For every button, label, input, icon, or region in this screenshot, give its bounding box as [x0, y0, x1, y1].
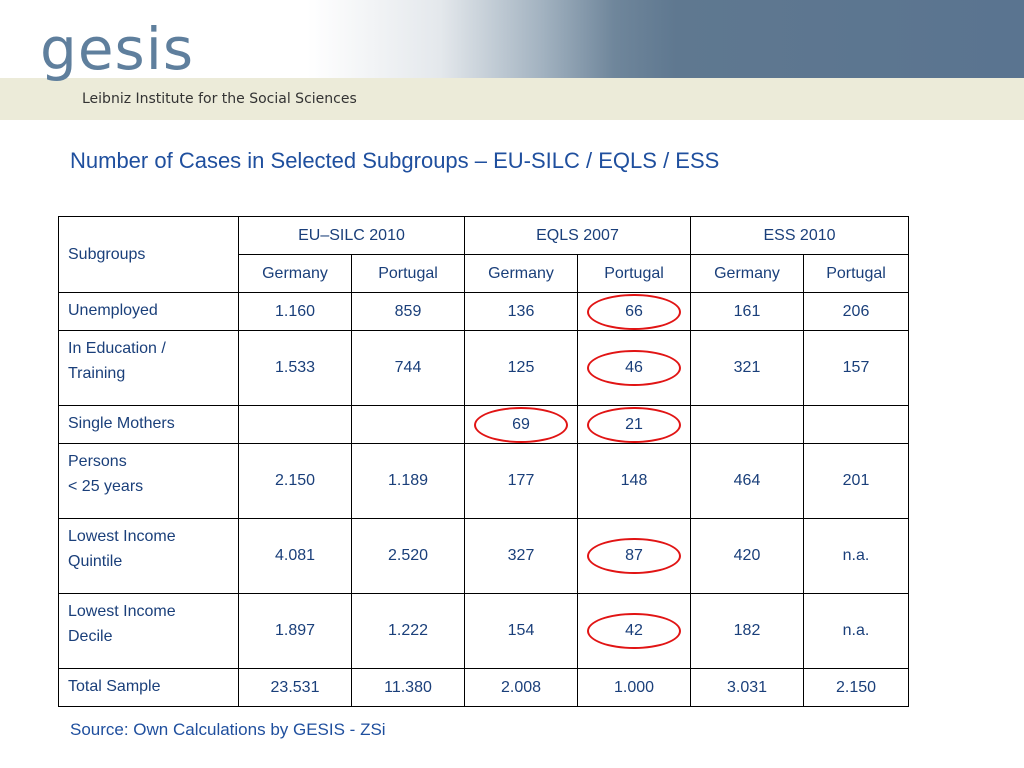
table-cell: 125	[464, 330, 578, 406]
row-label-line: Training	[68, 365, 126, 382]
country-header: Germany	[464, 254, 578, 293]
table-cell: 2.150	[238, 443, 352, 519]
row-label-line: < 25 years	[68, 478, 144, 495]
country-header: Portugal	[577, 254, 691, 293]
slide-header: gesis Leibniz Institute for the Social S…	[0, 0, 1024, 120]
table-cell: 1.897	[238, 593, 352, 669]
table-cell-circled: 42	[577, 593, 691, 669]
table-cell: 1.160	[238, 292, 352, 331]
row-label-line: Lowest Income	[68, 528, 176, 545]
table-cell: n.a.	[803, 518, 909, 594]
table-row: Unemployed 1.160 859 136 66 161 206	[58, 292, 909, 331]
table-cell: 1.533	[238, 330, 352, 406]
table-cell: 2.150	[803, 668, 909, 707]
country-header: Germany	[238, 254, 352, 293]
table-cell: 154	[464, 593, 578, 669]
row-label-line: Lowest Income	[68, 603, 176, 620]
table-cell: 1.189	[351, 443, 465, 519]
table-cell: 4.081	[238, 518, 352, 594]
table-cell: 11.380	[351, 668, 465, 707]
row-label-line: Quintile	[68, 553, 123, 570]
table-cell-circled: 66	[577, 292, 691, 331]
country-header: Portugal	[351, 254, 465, 293]
table-cell-circled: 46	[577, 330, 691, 406]
row-label: Single Mothers	[58, 405, 239, 444]
table-cell	[238, 405, 352, 444]
row-label: Persons < 25 years	[58, 443, 239, 519]
table-cell	[690, 405, 804, 444]
table-row: Persons < 25 years 2.150 1.189 177 148 4…	[58, 443, 909, 519]
survey-header: EU–SILC 2010	[238, 216, 465, 255]
country-header-row: Germany Portugal Germany Portugal German…	[59, 254, 909, 293]
table-cell: 2.520	[351, 518, 465, 594]
table-cell: 136	[464, 292, 578, 331]
table-cell: 464	[690, 443, 804, 519]
row-label-line: In Education /	[68, 340, 166, 357]
row-label: Lowest Income Decile	[58, 593, 239, 669]
table-cell: 161	[690, 292, 804, 331]
country-header: Portugal	[803, 254, 909, 293]
source-note: Source: Own Calculations by GESIS - ZSi	[70, 720, 386, 739]
row-label-line: Total Sample	[68, 678, 161, 695]
row-label-line: Persons	[68, 453, 127, 470]
table-cell: 1.222	[351, 593, 465, 669]
table-cell: 206	[803, 292, 909, 331]
subgroup-cases-table: Subgroups EU–SILC 2010 EQLS 2007 ESS 201…	[58, 216, 909, 707]
table-cell: 177	[464, 443, 578, 519]
survey-header-row: Subgroups EU–SILC 2010 EQLS 2007 ESS 201…	[58, 216, 909, 293]
row-label-line: Unemployed	[68, 302, 158, 319]
table-cell: 201	[803, 443, 909, 519]
table-cell: 182	[690, 593, 804, 669]
table-cell: 2.008	[464, 668, 578, 707]
table-cell: 420	[690, 518, 804, 594]
survey-header: EQLS 2007	[464, 216, 691, 255]
table-cell: n.a.	[803, 593, 909, 669]
table-cell: 23.531	[238, 668, 352, 707]
country-header: Germany	[690, 254, 804, 293]
row-label-line: Decile	[68, 628, 113, 645]
gesis-logo: gesis	[40, 15, 195, 83]
subgroups-header: Subgroups	[58, 216, 239, 293]
table-cell: 157	[803, 330, 909, 406]
table-cell-circled: 87	[577, 518, 691, 594]
table-cell-circled: 69	[464, 405, 578, 444]
table-cell-circled: 21	[577, 405, 691, 444]
header-band	[0, 78, 1024, 120]
table-cell	[803, 405, 909, 444]
table-row: In Education / Training 1.533 744 125 46…	[58, 330, 909, 406]
header-gradient-stripe	[0, 0, 1024, 78]
table-cell: 859	[351, 292, 465, 331]
row-label: Total Sample	[58, 668, 239, 707]
slide-title: Number of Cases in Selected Subgroups – …	[70, 148, 720, 173]
table-cell: 148	[577, 443, 691, 519]
row-label: Unemployed	[58, 292, 239, 331]
table-cell: 321	[690, 330, 804, 406]
table-row: Lowest Income Quintile 4.081 2.520 327 8…	[58, 518, 909, 594]
survey-header: ESS 2010	[690, 216, 909, 255]
row-label: In Education / Training	[58, 330, 239, 406]
table-cell: 327	[464, 518, 578, 594]
table-row: Lowest Income Decile 1.897 1.222 154 42 …	[58, 593, 909, 669]
table-cell: 1.000	[577, 668, 691, 707]
table-cell: 3.031	[690, 668, 804, 707]
row-label-line: Single Mothers	[68, 415, 175, 432]
table-cell	[351, 405, 465, 444]
table-row: Total Sample 23.531 11.380 2.008 1.000 3…	[58, 668, 909, 707]
logo-tagline: Leibniz Institute for the Social Science…	[82, 91, 357, 107]
row-label: Lowest Income Quintile	[58, 518, 239, 594]
table-cell: 744	[351, 330, 465, 406]
table-row: Single Mothers 69 21	[58, 405, 909, 444]
